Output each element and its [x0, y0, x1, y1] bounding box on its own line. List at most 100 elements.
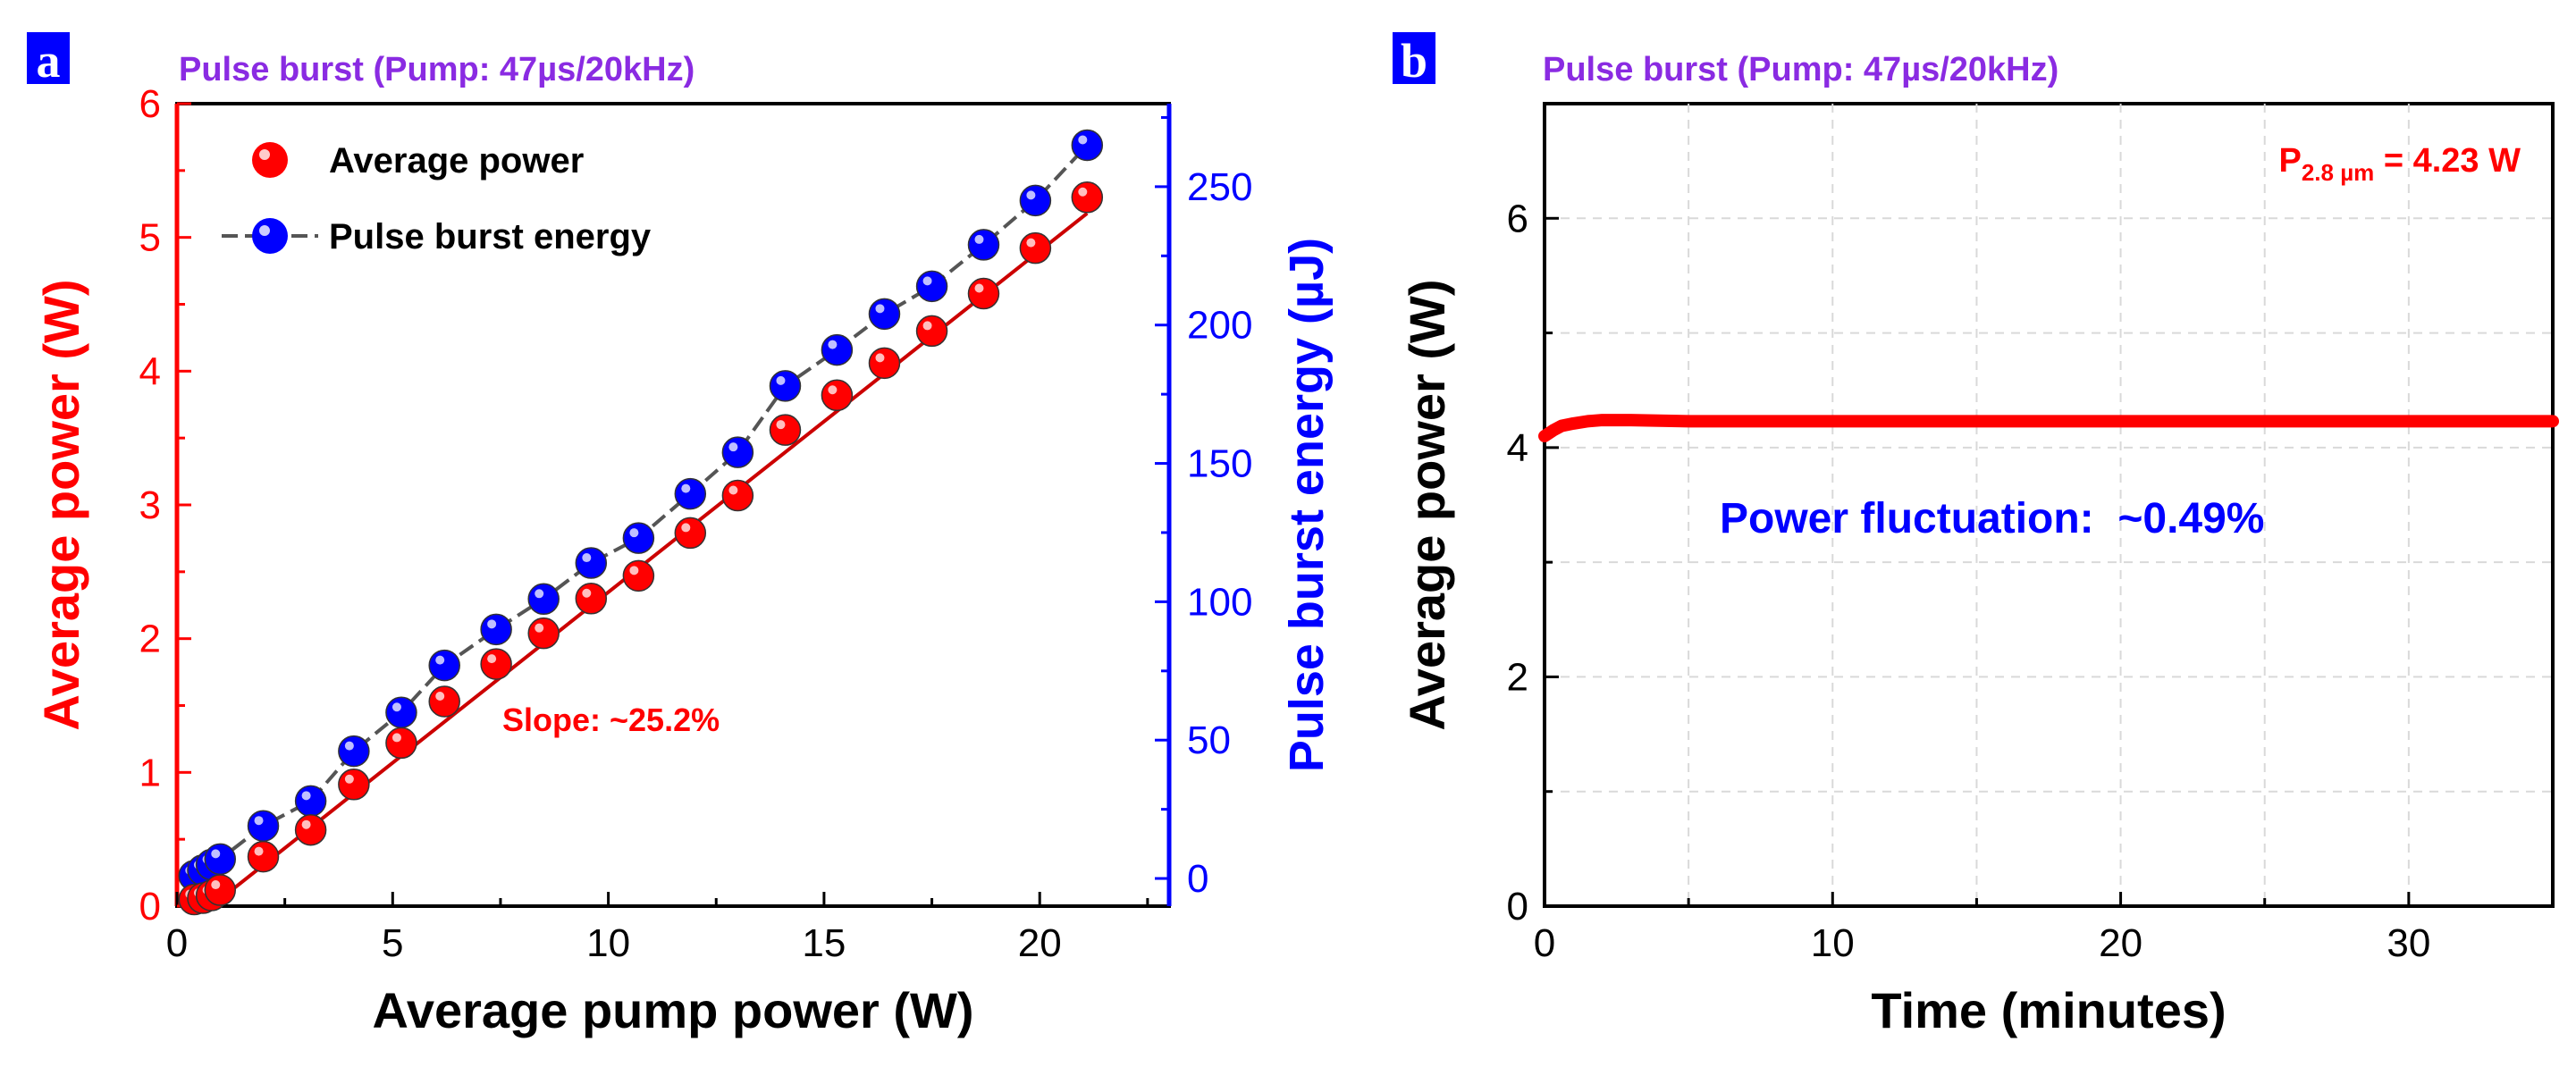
x-tick-label: 0	[166, 921, 188, 965]
power-point-ball	[915, 315, 948, 348]
power-point	[622, 559, 655, 592]
x-tick-label: 0	[1534, 921, 1555, 965]
panel-b-label: b	[1401, 34, 1427, 88]
x-tick-label: 15	[802, 921, 846, 965]
energy-point-ball	[294, 785, 327, 818]
power-point-ball	[868, 347, 901, 380]
y-tick-label: 6	[1507, 197, 1528, 240]
y-right-tick-label: 50	[1187, 718, 1231, 762]
panel-a-y-right-label: Pulse burst energy (µJ)	[1280, 238, 1334, 772]
energy-point	[769, 370, 802, 402]
power-annotation-value: = 4.23 W	[2374, 142, 2521, 180]
power-point-highlight	[728, 485, 738, 495]
y-tick-label: 3	[139, 483, 161, 527]
power-point	[674, 517, 707, 550]
power-point	[821, 379, 854, 412]
energy-point-ball	[967, 229, 1000, 261]
power-point	[294, 813, 327, 846]
energy-point-highlight	[828, 340, 838, 349]
energy-point	[821, 333, 854, 366]
legend-energy-marker	[252, 218, 288, 254]
power-point	[480, 648, 512, 680]
energy-connector-line	[193, 144, 1089, 878]
y-tick-label: 4	[1507, 426, 1528, 470]
energy-point-ball	[915, 270, 948, 303]
energy-point	[428, 649, 460, 682]
energy-point	[622, 522, 655, 554]
panel-a: a Pulse burst (Pump: 47µs/20kHz) 0 5 10 15 2…	[27, 32, 1334, 1038]
energy-point-highlight	[974, 234, 984, 244]
legend-power-marker	[252, 142, 288, 178]
power-point-highlight	[254, 846, 264, 856]
power-point	[915, 315, 948, 348]
panel-a-y-ticks: 0 1 2 3 4 5 6	[139, 82, 191, 928]
panel-b-fluctuation-annotation: Power fluctuation: ~0.49%	[1720, 495, 2264, 542]
y-right-tick-label: 150	[1187, 442, 1252, 486]
power-point-highlight	[344, 774, 354, 784]
power-point	[868, 347, 901, 380]
energy-point-highlight	[582, 553, 592, 563]
energy-point	[247, 810, 280, 842]
legend-power-label: Average power	[329, 141, 584, 181]
energy-point	[204, 843, 237, 876]
y-tick-label: 5	[139, 216, 161, 260]
panel-a-power-points	[178, 181, 1104, 916]
y-right-tick-label: 200	[1187, 304, 1252, 348]
power-point-ball	[247, 840, 280, 873]
power-point	[967, 277, 1000, 310]
energy-point-highlight	[875, 304, 885, 314]
energy-point-highlight	[254, 816, 264, 826]
energy-point-highlight	[629, 528, 639, 538]
power-point-ball	[480, 648, 512, 680]
power-point-ball	[1071, 181, 1104, 214]
power-point-ball	[575, 583, 608, 615]
energy-point-ball	[721, 436, 754, 468]
power-point-highlight	[301, 819, 311, 829]
x-tick-label: 20	[1018, 921, 1062, 965]
energy-point-highlight	[391, 702, 401, 712]
energy-point	[294, 785, 327, 818]
energy-point-highlight	[487, 619, 497, 629]
energy-point	[1071, 129, 1104, 162]
power-point-highlight	[487, 654, 497, 664]
energy-point-highlight	[535, 589, 544, 599]
energy-point-ball	[204, 843, 237, 876]
y-right-tick-label: 0	[1187, 857, 1208, 901]
power-point	[338, 769, 370, 801]
panel-b-x-label: Time (minutes)	[1871, 982, 2226, 1038]
power-point-highlight	[1078, 187, 1088, 197]
energy-point	[674, 477, 707, 510]
power-point	[1071, 181, 1104, 214]
energy-point-highlight	[435, 655, 445, 665]
y-tick-label: 4	[139, 349, 161, 393]
panel-a-label-box	[27, 32, 70, 84]
power-point-highlight	[922, 321, 932, 331]
y-tick-label: 0	[139, 885, 161, 928]
linear-fit-line	[210, 212, 1089, 908]
panel-a-energy-line-layer	[193, 144, 1089, 878]
energy-point-highlight	[776, 375, 786, 385]
energy-point	[527, 583, 560, 616]
energy-point	[575, 547, 608, 579]
panel-a-plot-frame	[175, 102, 1171, 908]
power-point-ball	[428, 685, 460, 718]
energy-point	[480, 613, 512, 646]
power-point-highlight	[828, 385, 838, 395]
energy-point	[967, 229, 1000, 261]
energy-point-highlight	[728, 442, 738, 452]
panel-b-y-ticks: 0 2 4 6	[1507, 102, 1559, 928]
power-point-highlight	[776, 420, 786, 430]
y-tick-label: 2	[139, 618, 161, 661]
panel-b-label-box	[1393, 32, 1435, 84]
power-point-highlight	[391, 733, 401, 743]
panel-b-grid	[1545, 104, 2553, 906]
power-point-highlight	[875, 353, 885, 363]
energy-point-ball	[527, 583, 560, 616]
panel-a-slope-annotation: Slope: ~25.2%	[502, 702, 720, 738]
panel-a-title: Pulse burst (Pump: 47µs/20kHz)	[179, 51, 695, 88]
energy-point-ball	[1071, 129, 1104, 162]
panel-b-power-annotation: P2.8 µm = 4.23 W	[2278, 142, 2521, 186]
power-point	[721, 479, 754, 512]
y-right-tick-label: 250	[1187, 165, 1252, 209]
